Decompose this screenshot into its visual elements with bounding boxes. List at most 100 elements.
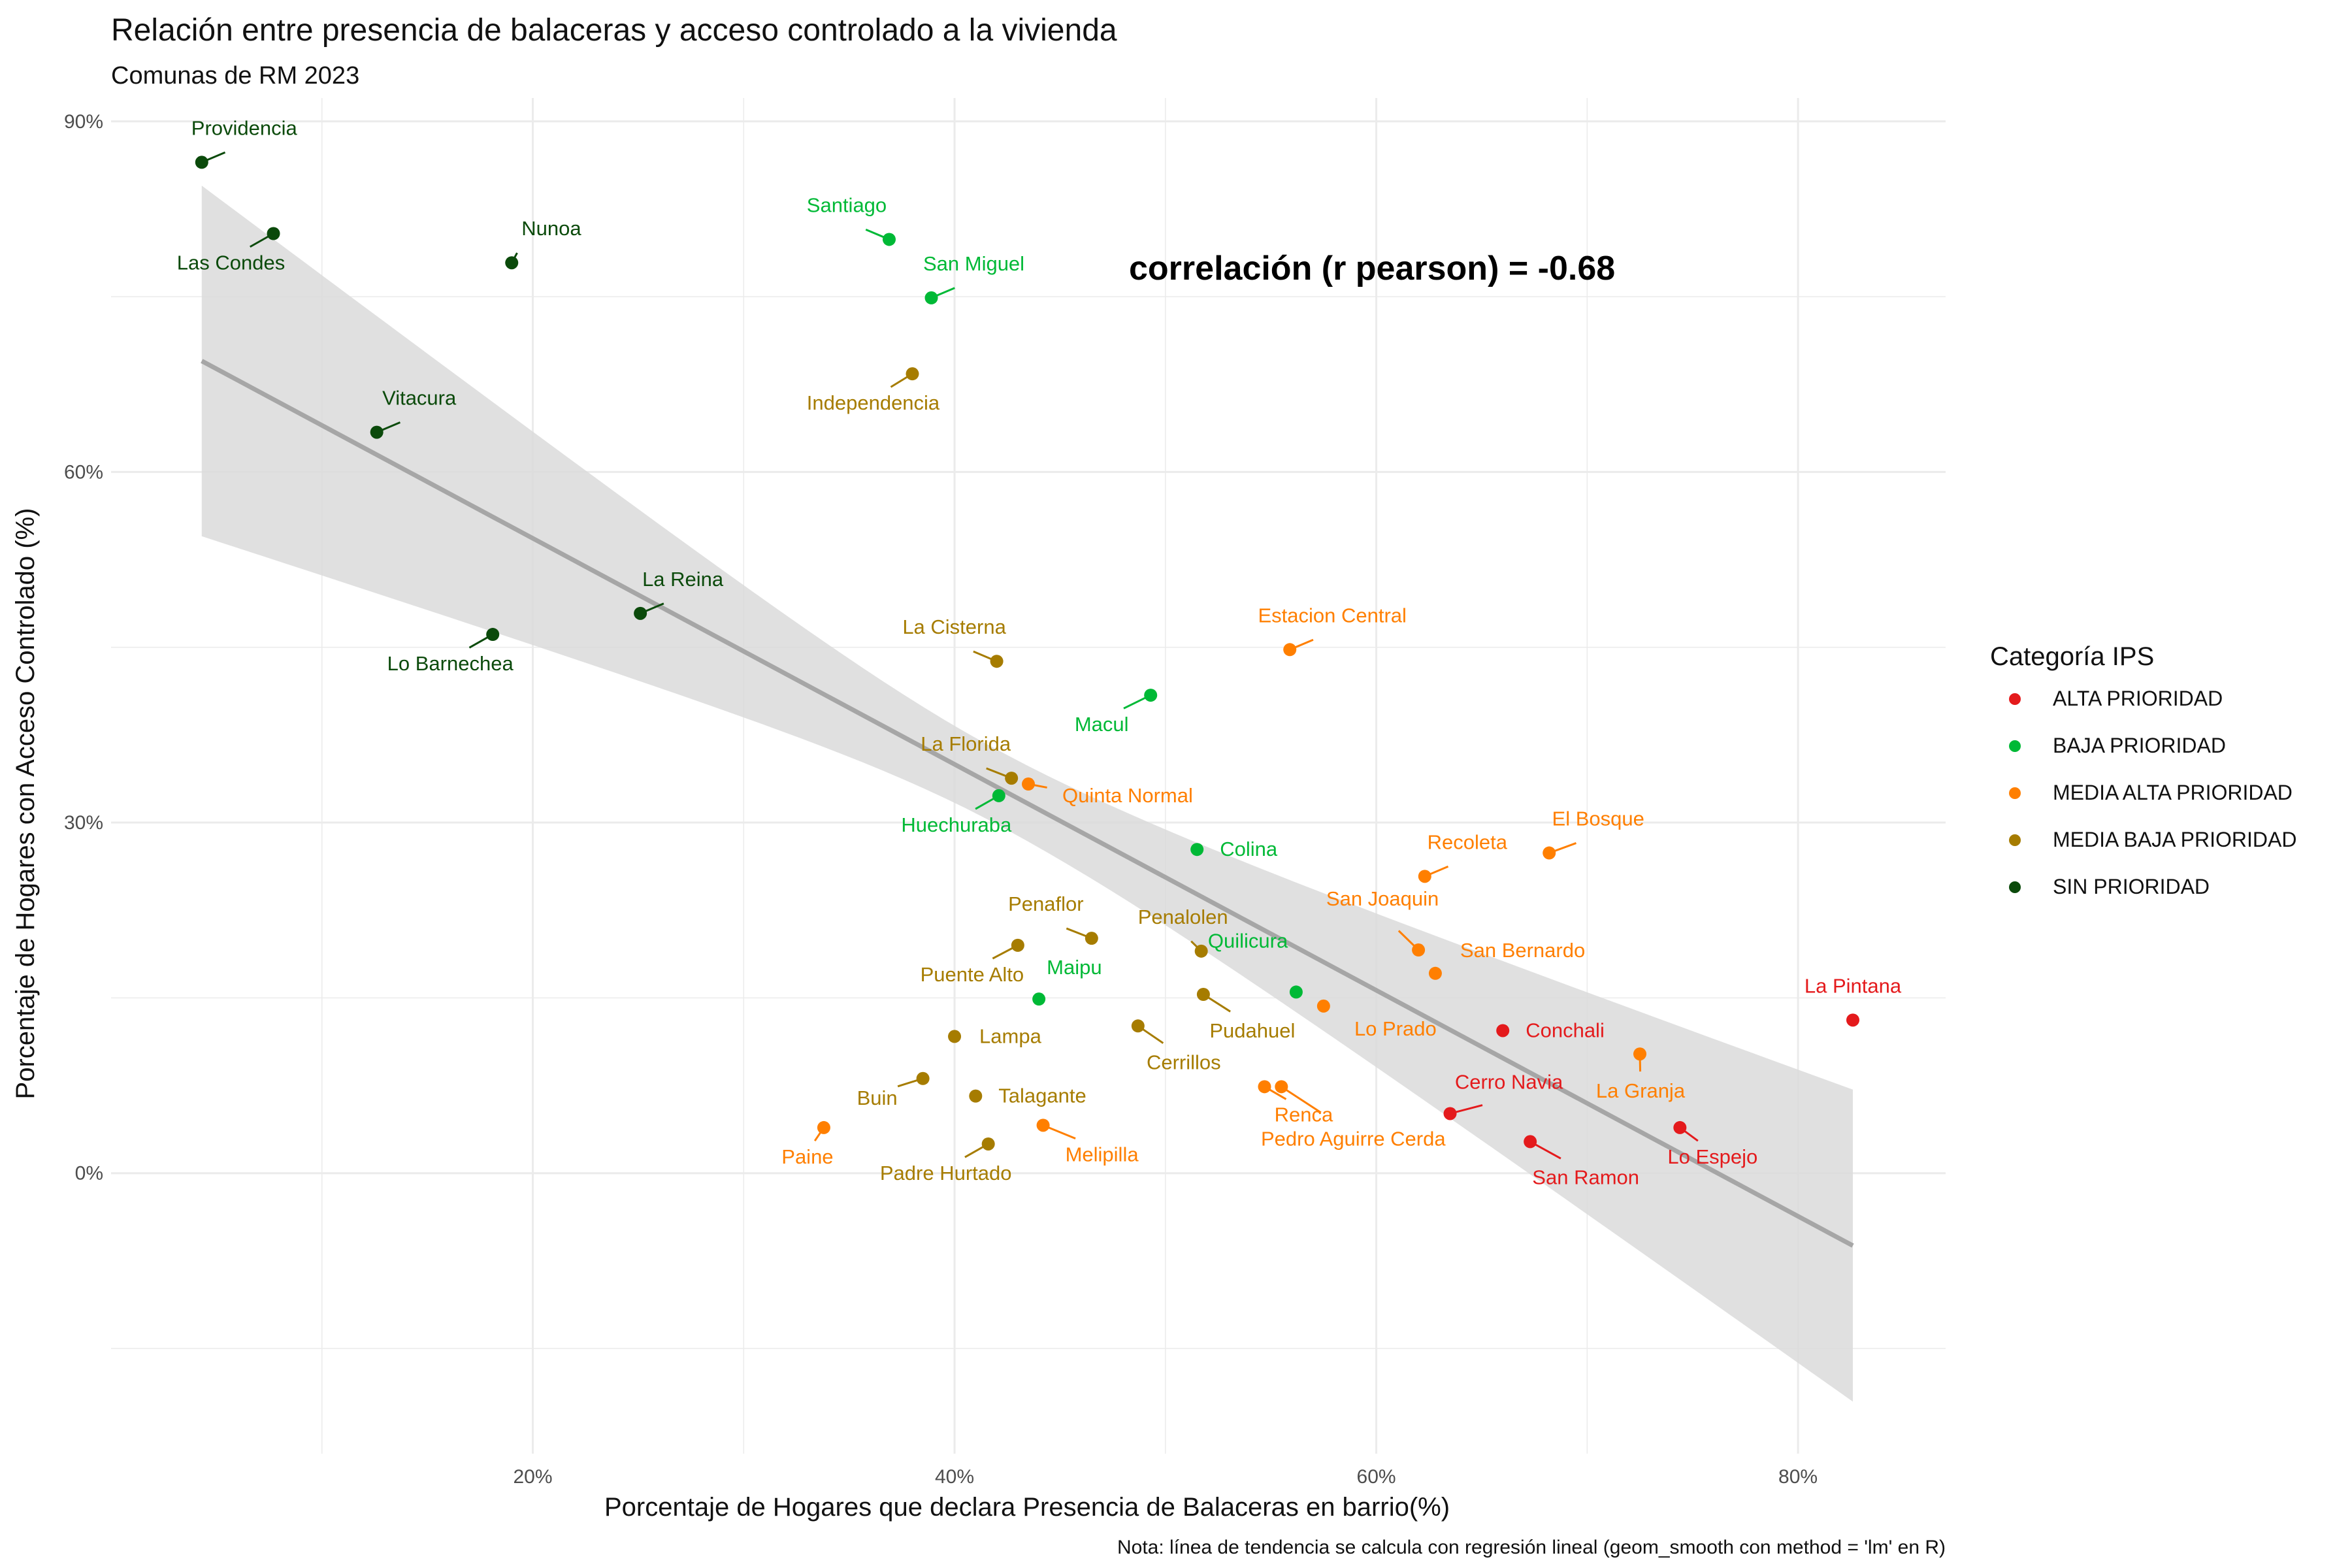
legend-key xyxy=(2009,740,2021,752)
y-tick-label: 0% xyxy=(75,1163,103,1184)
point-label: La Cisterna xyxy=(902,615,1006,638)
x-tick-label: 60% xyxy=(1357,1466,1396,1488)
point-label: Vitacura xyxy=(382,387,457,410)
legend-label: MEDIA ALTA PRIORIDAD xyxy=(2053,781,2293,804)
point-label: Lo Espejo xyxy=(1667,1145,1757,1168)
legend-key xyxy=(2009,881,2021,893)
data-point xyxy=(505,256,519,270)
data-point xyxy=(1196,988,1210,1002)
data-point xyxy=(1443,1107,1457,1120)
y-axis-title: Porcentaje de Hogares con Acceso Control… xyxy=(11,508,40,1100)
point-label: Lo Prado xyxy=(1354,1017,1437,1040)
confidence-band xyxy=(201,186,1853,1402)
data-point xyxy=(195,155,208,169)
point-label: La Reina xyxy=(642,568,724,591)
point-label: Lampa xyxy=(979,1024,1042,1047)
point-label: Talagante xyxy=(998,1085,1086,1107)
data-point xyxy=(1428,966,1442,980)
data-point xyxy=(1846,1013,1859,1027)
point-label: Nunoa xyxy=(521,217,581,240)
point-label: Lo Barnechea xyxy=(387,652,514,675)
data-point xyxy=(1418,870,1431,883)
data-point xyxy=(990,655,1004,668)
chart-subtitle: Comunas de RM 2023 xyxy=(111,62,359,90)
data-point xyxy=(486,628,500,642)
point-label: Quinta Normal xyxy=(1062,784,1193,807)
legend-label: MEDIA BAJA PRIORIDAD xyxy=(2053,828,2296,851)
point-label: Santiago xyxy=(807,193,887,216)
point-label: Quilicura xyxy=(1208,929,1288,952)
data-point xyxy=(1524,1135,1537,1149)
point-label: Independencia xyxy=(807,391,940,414)
data-point xyxy=(969,1089,983,1103)
data-point xyxy=(1283,643,1297,657)
data-point xyxy=(1144,689,1158,702)
x-axis-ticks: 20% 40% 60% 80% xyxy=(513,1466,1818,1488)
data-point xyxy=(924,291,938,304)
data-point xyxy=(1190,843,1204,857)
point-label: Conchali xyxy=(1526,1019,1605,1041)
x-axis-title: Porcentaje de Hogares que declara Presen… xyxy=(604,1493,1450,1522)
point-label: La Florida xyxy=(921,732,1011,755)
point-label: Buin xyxy=(857,1086,898,1109)
data-point xyxy=(1194,944,1208,958)
data-point xyxy=(916,1071,930,1085)
data-point xyxy=(882,233,896,246)
point-label: Macul xyxy=(1075,713,1129,736)
y-axis-ticks: 0% 30% 60% 90% xyxy=(64,111,103,1184)
trend-line xyxy=(201,359,1854,1248)
point-label: Penaflor xyxy=(1008,892,1083,915)
chart-caption: Nota: línea de tendencia se calcula con … xyxy=(1117,1537,1946,1558)
data-point xyxy=(948,1030,962,1043)
point-label: La Pintana xyxy=(1805,974,1902,997)
data-point xyxy=(1289,985,1303,999)
data-point xyxy=(1022,777,1035,791)
point-label: Huechuraba xyxy=(901,813,1012,836)
data-point xyxy=(981,1137,995,1151)
point-label: San Miguel xyxy=(923,252,1024,275)
correlation-annotation: correlación (r pearson) = -0.68 xyxy=(1129,250,1615,287)
point-label: Penalolen xyxy=(1138,906,1228,928)
data-point xyxy=(906,367,919,381)
point-label: San Ramon xyxy=(1532,1166,1639,1188)
legend-label: SIN PRIORIDAD xyxy=(2053,875,2210,898)
leader-line xyxy=(1281,1086,1322,1114)
point-label: Puente Alto xyxy=(921,963,1024,986)
x-tick-label: 40% xyxy=(935,1466,974,1488)
point-label: Melipilla xyxy=(1066,1143,1139,1166)
point-label: La Granja xyxy=(1596,1079,1686,1102)
data-point xyxy=(1275,1080,1288,1094)
point-label: Padre Hurtado xyxy=(880,1162,1012,1184)
data-point xyxy=(1316,999,1330,1013)
legend-label: ALTA PRIORIDAD xyxy=(2053,687,2223,710)
data-point xyxy=(1036,1119,1050,1132)
data-point xyxy=(370,425,384,439)
legend-key xyxy=(2009,834,2021,846)
data-point xyxy=(1005,772,1019,785)
legend-title: Categoría IPS xyxy=(1990,642,2154,671)
point-label: Pudahuel xyxy=(1209,1019,1295,1042)
point-label: Maipu xyxy=(1047,956,1102,979)
data-point xyxy=(1011,938,1024,952)
trend-line-path xyxy=(201,359,1854,1248)
data-points xyxy=(195,155,1859,1151)
point-labels: Providencia Las Condes Nunoa Vitacura La Rei… xyxy=(177,116,1902,1188)
data-point xyxy=(1258,1080,1271,1094)
point-label: San Bernardo xyxy=(1460,939,1585,962)
legend: Categoría IPS ALTA PRIORIDAD BAJA PRIORID… xyxy=(1990,642,2296,898)
point-label: Estacion Central xyxy=(1258,604,1406,627)
data-point xyxy=(1032,992,1046,1006)
point-label: Paine xyxy=(781,1145,833,1168)
data-point xyxy=(1633,1047,1646,1061)
data-point xyxy=(1131,1019,1145,1033)
legend-label: BAJA PRIORIDAD xyxy=(2053,734,2226,757)
point-label: Cerrillos xyxy=(1147,1051,1221,1073)
data-point xyxy=(1496,1024,1510,1037)
point-label: Pedro Aguirre Cerda xyxy=(1261,1127,1446,1150)
data-point xyxy=(992,789,1005,802)
data-point xyxy=(1543,846,1556,860)
data-point xyxy=(1673,1120,1687,1134)
point-label: Las Condes xyxy=(177,252,285,274)
x-tick-label: 80% xyxy=(1778,1466,1818,1488)
